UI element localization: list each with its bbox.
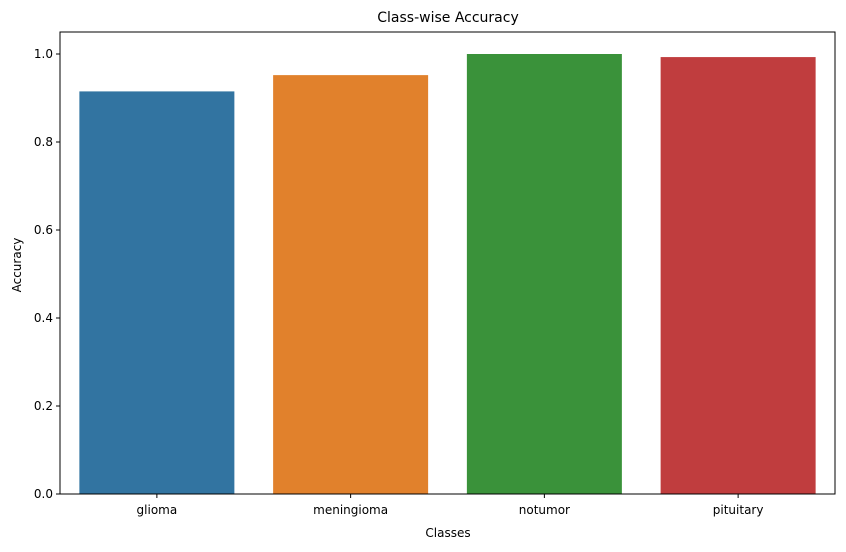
bar-glioma xyxy=(79,91,235,495)
bars-group xyxy=(79,54,816,495)
bar-notumor xyxy=(466,54,622,494)
x-tick-label-glioma: glioma xyxy=(137,503,178,517)
x-tick-label-meningioma: meningioma xyxy=(313,503,388,517)
y-tick-label-0.6: 0.6 xyxy=(34,223,53,237)
x-tick-label-notumor: notumor xyxy=(519,503,570,517)
y-tick-label-0.2: 0.2 xyxy=(34,399,53,413)
x-tick-label-pituitary: pituitary xyxy=(713,503,764,517)
bar-meningioma xyxy=(273,75,429,495)
chart-title: Class-wise Accuracy xyxy=(377,10,519,26)
plot-frame xyxy=(59,31,836,495)
y-tick-label-1.0: 1.0 xyxy=(34,47,53,61)
y-tick-label-0.4: 0.4 xyxy=(34,311,53,325)
y-tick-label-0.0: 0.0 xyxy=(34,487,53,501)
y-tick-label-0.8: 0.8 xyxy=(34,135,53,149)
x-axis-label: Classes xyxy=(425,526,470,540)
y-axis-label: Accuracy xyxy=(10,238,24,293)
bar-pituitary xyxy=(660,57,816,494)
axes-group: glioma meningioma notumor pituitary 0.0 0.2 0.… xyxy=(34,31,836,517)
